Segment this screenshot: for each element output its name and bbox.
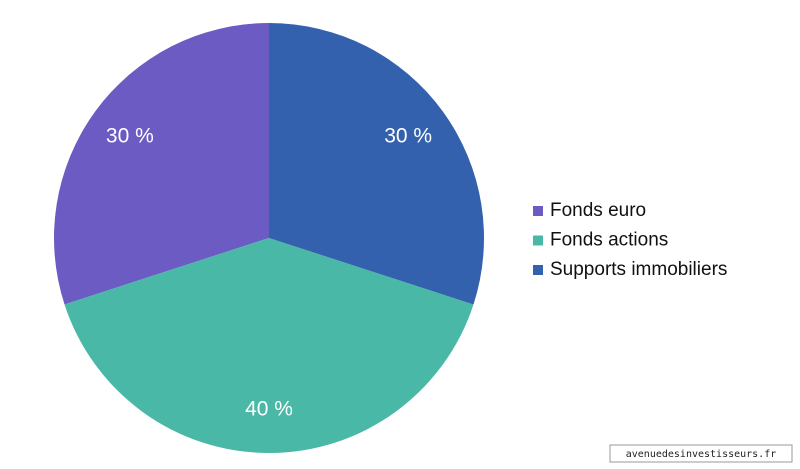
pie-slice xyxy=(269,23,484,305)
value-label: 30 % xyxy=(106,124,154,147)
legend-swatch xyxy=(533,235,543,246)
legend-label: Fonds actions xyxy=(550,230,668,251)
watermark-box xyxy=(609,444,793,463)
value-label: 30 % xyxy=(384,124,432,147)
legend-swatch xyxy=(533,206,543,216)
pie-slice xyxy=(53,23,270,305)
legend-label: Supports immobiliers xyxy=(550,259,727,280)
value-label: 40 % xyxy=(245,398,293,421)
watermark: avenuedesinvestisseurs.fr xyxy=(626,449,777,460)
legend-swatch xyxy=(533,265,543,275)
pie-slice xyxy=(64,238,474,453)
legend-label: Fonds euro xyxy=(550,200,646,221)
